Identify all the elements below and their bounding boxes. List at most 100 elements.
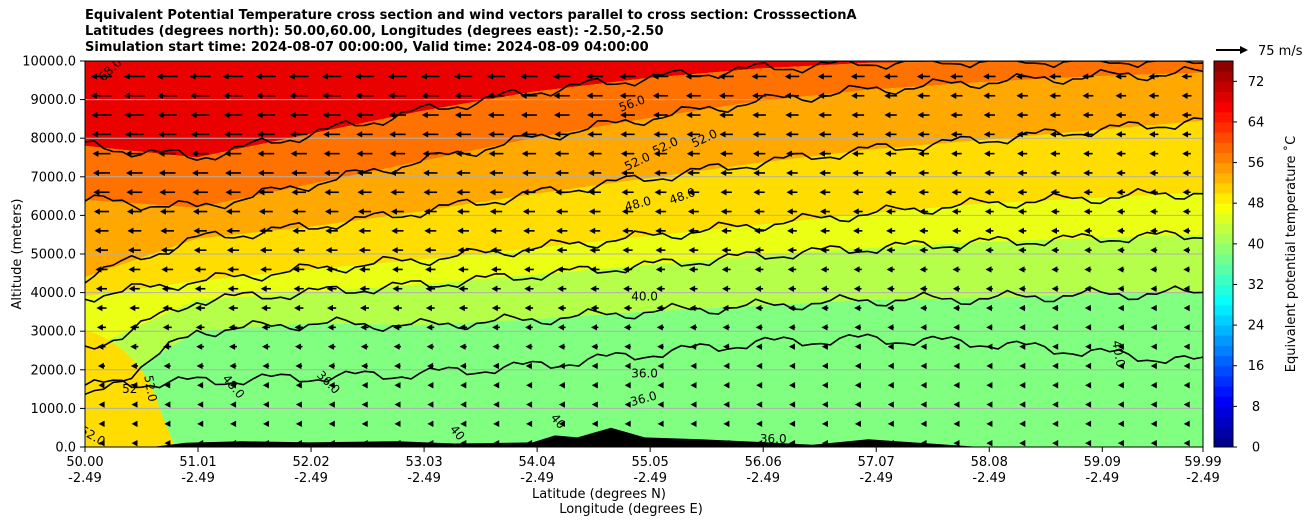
wind-arrow	[854, 420, 861, 428]
wind-arrow	[258, 208, 273, 215]
colorbar-tick-label: 64	[1248, 115, 1265, 130]
wind-arrow	[521, 131, 537, 138]
wind-arrow	[357, 169, 372, 177]
wind-arrow	[1085, 324, 1092, 331]
wind-arrow	[229, 343, 237, 350]
wind-arrow	[1085, 343, 1092, 350]
wind-arrow	[917, 111, 930, 119]
wind-arrow	[356, 131, 373, 138]
wind-arrow	[159, 208, 175, 215]
y-tick-label: 9000.0	[31, 93, 77, 108]
wind-arrow	[157, 92, 178, 99]
wind-arrow	[821, 304, 829, 312]
title-line-1: Equivalent Potential Temperature cross s…	[85, 8, 857, 23]
wind-arrow	[950, 73, 963, 80]
wind-arrow	[323, 131, 341, 138]
y-tick-label: 2000.0	[31, 363, 77, 378]
wind-arrow	[1084, 266, 1092, 273]
wind-arrow	[255, 73, 276, 80]
wind-arrow	[295, 382, 302, 389]
wind-arrow	[754, 227, 765, 235]
colorbar-segment	[1214, 71, 1233, 82]
x-axis-label-latitude: Latitude (degrees N)	[532, 487, 666, 502]
wind-arrow	[487, 73, 505, 80]
wind-arrow	[455, 131, 471, 138]
wind-arrow	[489, 169, 503, 177]
wind-arrow	[920, 401, 927, 408]
wind-arrow	[423, 189, 438, 196]
wind-arrow	[90, 73, 112, 80]
contour-label: 36.0	[629, 389, 658, 409]
wind-arrow	[131, 439, 138, 447]
wind-arrow	[985, 285, 993, 292]
wind-arrow	[558, 324, 566, 331]
wind-arrow	[591, 362, 598, 370]
wind-arrow	[1051, 285, 1059, 292]
wind-arrow	[1017, 169, 1027, 177]
wind-arrow	[328, 382, 335, 389]
wind-arrow	[1052, 401, 1059, 408]
fill-band	[85, 234, 1203, 401]
wind-arrow	[687, 208, 699, 215]
wind-arrow	[621, 208, 634, 215]
wind-arrow	[951, 208, 961, 215]
wind-arrow	[983, 92, 996, 99]
wind-arrow	[1051, 227, 1060, 235]
wind-arrow	[328, 401, 335, 408]
wind-arrow	[224, 131, 242, 138]
wind-arrow	[230, 382, 236, 389]
wind-arrow	[356, 150, 373, 157]
wind-arrow	[1150, 439, 1157, 447]
wind-arrow	[126, 189, 143, 196]
wind-arrow	[851, 92, 865, 99]
wind-arrow	[1183, 324, 1190, 331]
colorbar-tick-label: 8	[1252, 400, 1260, 415]
wind-arrow	[1182, 189, 1191, 196]
colorbar-segment	[1214, 172, 1233, 184]
wind-arrow	[723, 343, 730, 350]
colorbar-segment	[1214, 213, 1233, 225]
wind-arrow	[686, 131, 701, 138]
x-tick-label-lon: -2.49	[1085, 471, 1119, 486]
wind-arrow	[1117, 227, 1125, 235]
contour-label: 52	[122, 382, 137, 396]
wind-arrow	[654, 169, 667, 177]
wind-arrow	[491, 304, 501, 312]
wind-arrow	[555, 208, 568, 215]
fill-band	[85, 292, 1203, 401]
wind-arrow	[227, 285, 239, 292]
wind-arrow	[326, 266, 338, 273]
wind-arrow	[983, 111, 995, 119]
wind-arrow	[193, 246, 207, 254]
wind-arrow	[1052, 324, 1059, 331]
wind-arrow	[1016, 111, 1028, 119]
wind-arrow	[123, 73, 145, 80]
wind-arrow	[820, 227, 830, 235]
wind-arrow	[753, 169, 765, 177]
wind-arrow	[621, 189, 634, 196]
wind-arrow	[591, 343, 598, 350]
wind-arrow	[291, 189, 306, 196]
wind-arrow	[886, 285, 895, 292]
colorbar-segment	[1214, 162, 1233, 174]
wind-arrow	[686, 150, 700, 157]
wind-arrow	[556, 227, 568, 235]
wind-arrow	[854, 362, 861, 370]
wind-arrow	[689, 304, 698, 312]
wind-arrow	[1083, 208, 1093, 215]
wind-arrow	[851, 111, 865, 119]
colorbar-segment	[1214, 182, 1233, 194]
wind-arrow	[427, 401, 434, 408]
wind-arrow	[1150, 227, 1158, 235]
wind-arrow	[589, 227, 601, 235]
colorbar: 0 8 16 24 32 40 48 56 64 72 Equivalent potential t…	[1213, 60, 1299, 456]
wind-arrow	[426, 343, 434, 350]
wind-arrow	[324, 169, 340, 177]
wind-arrow	[1150, 362, 1157, 370]
wind-arrow	[917, 131, 930, 138]
wind-arrow	[587, 111, 603, 119]
wind-arrow	[160, 227, 174, 235]
wind-arrow	[920, 382, 927, 389]
wind-arrow	[261, 304, 271, 312]
wind-arrow	[854, 304, 862, 312]
